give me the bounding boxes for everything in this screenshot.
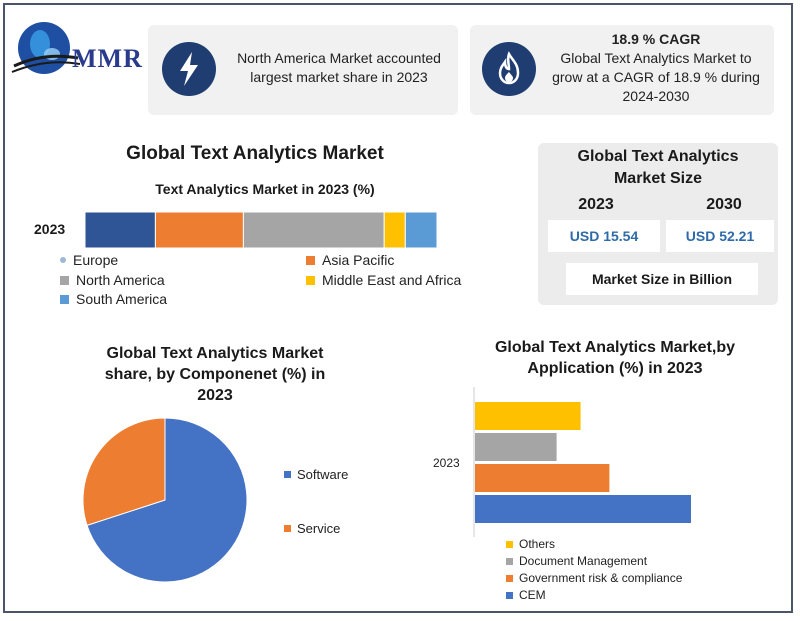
market-size-year-2030: 2030 bbox=[706, 196, 742, 213]
bar-segment-asia-pacific bbox=[154, 211, 244, 249]
bar-segment-north-america bbox=[242, 211, 385, 249]
lightning-icon bbox=[162, 42, 216, 96]
market-size-footer: Market Size in Billion bbox=[566, 263, 758, 295]
cagr-title: 18.9 % CAGR bbox=[611, 31, 701, 47]
legend-europe: Europe bbox=[60, 252, 118, 268]
bar-government-risk-compliance bbox=[475, 464, 610, 492]
legend-government-risk-label: Government risk & compliance bbox=[519, 571, 683, 585]
legend-asia-pacific-label: Asia Pacific bbox=[322, 252, 395, 268]
legend-north-america-marker bbox=[60, 275, 69, 285]
mmr-logo: MMR bbox=[10, 18, 143, 88]
info-box-north-america: North America Market accounted largest m… bbox=[148, 25, 458, 115]
legend-europe-label: Europe bbox=[73, 252, 119, 268]
legend-software: Software bbox=[284, 467, 348, 482]
application-chart-title-line1: Global Text Analytics Market,by bbox=[494, 339, 736, 356]
legend-middle-east-africa-marker bbox=[306, 275, 315, 285]
legend-south-america-marker bbox=[60, 294, 69, 304]
legend-document-management: Document Management bbox=[506, 554, 647, 568]
legend-document-management-label: Document Management bbox=[519, 554, 648, 568]
legend-software-marker bbox=[284, 471, 291, 478]
regional-chart-y-label: 2023 bbox=[34, 221, 66, 237]
legend-service-label: Service bbox=[297, 521, 341, 536]
legend-service: Service bbox=[284, 521, 340, 536]
legend-south-america-label: South America bbox=[76, 291, 168, 307]
legend-others-marker bbox=[506, 540, 513, 548]
component-chart-title-line2: share, by Componenet (%) in bbox=[104, 366, 326, 383]
market-size-title-line1: Global Text Analytics bbox=[577, 148, 739, 165]
legend-service-marker bbox=[284, 525, 291, 532]
legend-others-label: Others bbox=[519, 537, 556, 551]
pie-slice-service bbox=[82, 417, 166, 526]
cagr-text-line1: Global Text Analytics Market to bbox=[560, 50, 752, 66]
market-size-panel: Global Text Analytics Market Size 2023 2… bbox=[538, 143, 778, 305]
component-pie-chart bbox=[82, 417, 248, 583]
legend-document-management-marker bbox=[506, 557, 513, 565]
cagr-text-line2: grow at a CAGR of 18.9 % during bbox=[552, 69, 760, 85]
application-bar-chart bbox=[473, 387, 691, 537]
legend-government-risk-marker bbox=[506, 574, 513, 582]
legend-others: Others bbox=[506, 537, 555, 551]
legend-europe-marker bbox=[60, 257, 66, 263]
main-title: Global Text Analytics Market bbox=[126, 143, 384, 164]
bar-segment-europe bbox=[84, 211, 156, 249]
cagr-text-line3: 2024-2030 bbox=[622, 88, 690, 104]
legend-cem: CEM bbox=[506, 588, 546, 602]
legend-north-america: North America bbox=[60, 272, 165, 288]
legend-cem-marker bbox=[506, 591, 513, 599]
pie-slice-software bbox=[86, 417, 248, 583]
info-text-line1: North America Market accounted bbox=[237, 50, 441, 66]
info-text-line2: largest market share in 2023 bbox=[250, 69, 428, 85]
bar-cem bbox=[475, 495, 691, 523]
market-size-value-2030: USD 52.21 bbox=[666, 220, 774, 252]
legend-north-america-label: North America bbox=[76, 272, 165, 288]
bar-document-management bbox=[475, 433, 557, 461]
flame-icon bbox=[482, 42, 536, 96]
legend-asia-pacific: Asia Pacific bbox=[306, 252, 394, 268]
regional-chart-title: Text Analytics Market in 2023 (%) bbox=[155, 181, 375, 197]
legend-asia-pacific-marker bbox=[306, 255, 315, 265]
bar-others bbox=[475, 402, 581, 430]
application-chart-y-label: 2023 bbox=[433, 456, 460, 470]
info-box-cagr: 18.9 % CAGR Global Text Analytics Market… bbox=[470, 25, 774, 115]
legend-software-label: Software bbox=[297, 467, 349, 482]
globe-icon bbox=[11, 22, 81, 74]
logo-text: MMR bbox=[72, 44, 143, 73]
market-size-year-2023: 2023 bbox=[578, 196, 614, 213]
bar-segment-middle-east-and-africa bbox=[383, 211, 406, 249]
infographic-frame bbox=[3, 3, 793, 613]
market-size-title-line2: Market Size bbox=[613, 170, 703, 187]
legend-middle-east-africa-label: Middle East and Africa bbox=[322, 272, 462, 288]
regional-stacked-bar bbox=[84, 211, 438, 249]
bar-segment-south-america bbox=[404, 211, 438, 249]
legend-government-risk: Government risk & compliance bbox=[506, 571, 682, 585]
component-chart-title-line1: Global Text Analytics Market bbox=[106, 345, 324, 362]
component-chart-title-line3: 2023 bbox=[197, 387, 233, 404]
application-chart-title-line2: Application (%) in 2023 bbox=[527, 360, 703, 377]
legend-south-america: South America bbox=[60, 291, 167, 307]
legend-cem-label: CEM bbox=[519, 588, 546, 602]
market-size-value-2023: USD 15.54 bbox=[548, 220, 660, 252]
legend-middle-east-africa: Middle East and Africa bbox=[306, 272, 461, 288]
